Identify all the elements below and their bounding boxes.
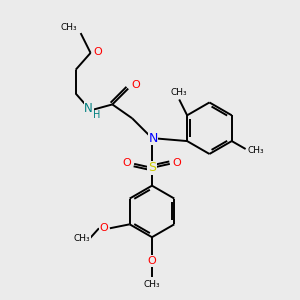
Text: O: O — [123, 158, 132, 168]
Text: O: O — [93, 47, 102, 57]
Text: H: H — [93, 110, 100, 120]
Text: CH₃: CH₃ — [74, 234, 90, 243]
Text: O: O — [148, 256, 156, 266]
Text: CH₃: CH₃ — [171, 88, 188, 97]
Text: N: N — [148, 132, 158, 145]
Text: CH₃: CH₃ — [144, 280, 160, 289]
Text: O: O — [100, 223, 108, 233]
Text: O: O — [132, 80, 140, 90]
Text: CH₃: CH₃ — [60, 22, 77, 32]
Text: O: O — [172, 158, 181, 168]
Text: CH₃: CH₃ — [247, 146, 264, 155]
Text: N: N — [84, 102, 93, 115]
Text: S: S — [148, 161, 156, 174]
